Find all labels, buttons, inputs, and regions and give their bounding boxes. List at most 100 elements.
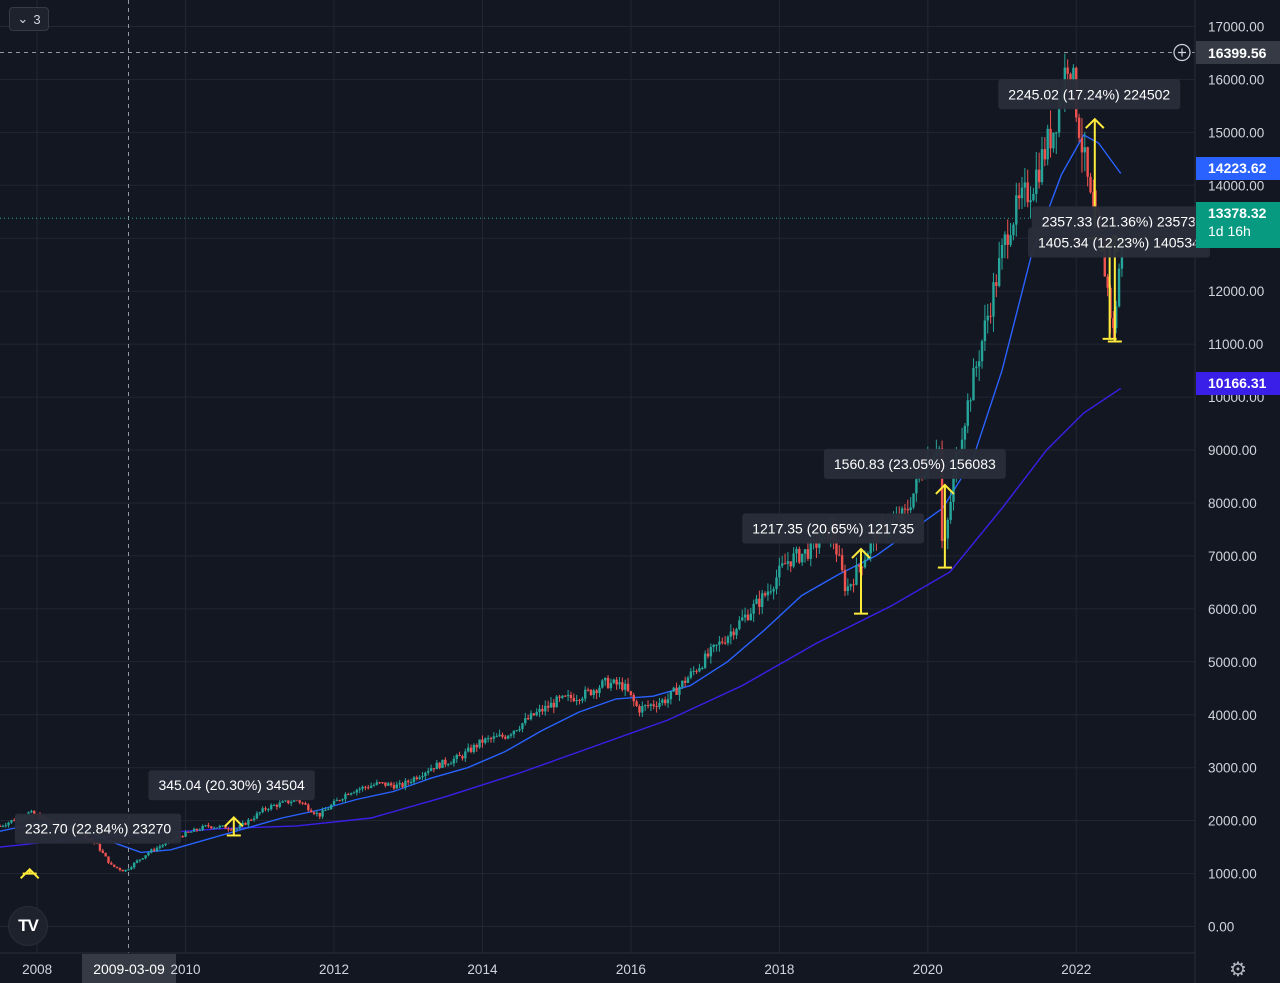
candle-body (815, 539, 818, 548)
candle-body (378, 782, 381, 784)
candle-body (344, 794, 347, 800)
candle-body (401, 783, 404, 787)
fast-moving-average-line (0, 134, 1122, 854)
candle-body (469, 747, 473, 752)
candle-body (641, 705, 644, 713)
y-tick-label: 2000.00 (1208, 814, 1257, 829)
candle-body (449, 763, 453, 765)
candle-body (738, 620, 741, 629)
moving-averages (0, 134, 1122, 854)
candle-body (778, 565, 781, 578)
candle-body (809, 540, 812, 559)
candle-body (623, 683, 627, 690)
price-tag-label: 13378.32 (1208, 205, 1267, 221)
candle-body (318, 812, 321, 817)
candle-body (766, 591, 770, 596)
indicator-toggle-button[interactable]: ⌄ 3 (9, 7, 49, 31)
candle-body (775, 577, 778, 589)
candle-body (138, 859, 142, 861)
candle-body (1015, 195, 1018, 225)
candle-body (572, 697, 576, 702)
candle-body (575, 699, 578, 702)
candle-body (252, 818, 256, 820)
candle-body (1032, 193, 1035, 201)
candle-body (838, 554, 841, 556)
candle-body (966, 400, 969, 426)
candle-body (544, 705, 547, 712)
candle-body (969, 400, 972, 402)
crosshair-date-box (82, 954, 176, 983)
candle-body (915, 479, 918, 494)
candle-body (435, 762, 438, 770)
candle-body (709, 647, 713, 657)
candle-body (612, 679, 615, 683)
candle-body (304, 803, 307, 805)
candle-body (192, 828, 196, 832)
candle-body (1089, 176, 1092, 193)
arrow-up-icon (19, 867, 40, 880)
candle-body (0, 825, 2, 827)
candle-body (975, 366, 978, 369)
candle-body (663, 699, 667, 704)
arrow-up-icon (1085, 117, 1105, 129)
candle-body (712, 644, 715, 648)
candle-body (695, 670, 698, 672)
candle-body (604, 677, 607, 681)
candle-body (427, 770, 430, 773)
candle-body (772, 588, 775, 592)
candle-body (860, 566, 864, 568)
candle-body (995, 282, 998, 286)
candle-body (407, 780, 410, 783)
candle-body (803, 549, 807, 554)
y-tick-label: 8000.00 (1208, 496, 1257, 511)
candle-body (609, 682, 613, 689)
candle-body (584, 689, 587, 699)
candle-body (561, 695, 564, 698)
candle-body (124, 869, 127, 872)
x-tick-label: 2016 (616, 962, 646, 977)
candle-body (655, 706, 658, 708)
candle-body (1072, 67, 1075, 82)
candle-body (852, 584, 855, 586)
candle-body (792, 553, 795, 567)
price-range-annotations[interactable]: 232.70 (22.84%) 23270 345.04 (20.30%) 345… (14, 79, 1211, 880)
candle-body (458, 754, 461, 757)
y-tick-label: 6000.00 (1208, 602, 1257, 617)
candle-body (1092, 192, 1095, 207)
candle-body (1080, 137, 1084, 153)
candle-body (581, 698, 584, 701)
gear-icon[interactable]: ⚙ (1229, 958, 1247, 981)
candle-body (843, 570, 847, 592)
candle-body (800, 553, 804, 563)
candle-body (1020, 187, 1024, 199)
candle-body (972, 368, 975, 401)
annotation-box (823, 448, 1006, 479)
candle-body (495, 736, 498, 738)
candle-body (198, 829, 202, 831)
candle-body (849, 584, 852, 587)
annotation-label: 2245.02 (17.24%) 224502 (1008, 86, 1170, 102)
candle-body (261, 808, 264, 813)
annotation-box (148, 770, 315, 801)
candle-body (569, 694, 573, 698)
candle-body (669, 691, 673, 700)
tradingview-logo-icon[interactable]: TV (8, 906, 48, 946)
y-tick-label: 3000.00 (1208, 761, 1257, 776)
candle-body (381, 782, 384, 784)
candle-body (287, 800, 290, 804)
candle-body (963, 425, 967, 440)
candle-body (1103, 239, 1106, 277)
indicator-count: 3 (33, 11, 41, 27)
candle-body (158, 846, 162, 848)
candle-body (421, 776, 424, 778)
candle-body (190, 831, 193, 833)
candle-body (466, 747, 470, 752)
price-tag (1196, 372, 1280, 395)
candle-body (415, 777, 418, 780)
candle-body (484, 738, 487, 743)
candle-body (524, 718, 527, 724)
candle-body (358, 788, 361, 790)
